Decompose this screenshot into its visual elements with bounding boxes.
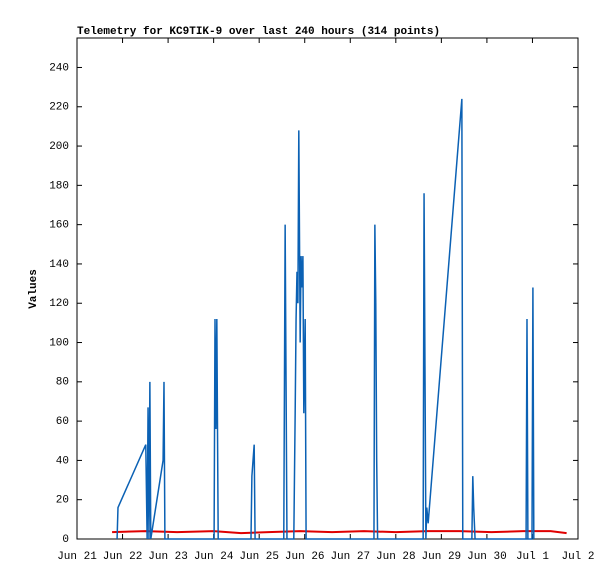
y-axis-label: Values <box>28 269 40 309</box>
x-tick-label: Jun 24 <box>194 551 234 563</box>
y-tick-label: 20 <box>56 495 69 507</box>
y-tick-label: 0 <box>62 534 69 546</box>
data-line <box>112 530 567 535</box>
y-tick-label: 160 <box>49 220 69 232</box>
x-tick-label: Jun 23 <box>148 551 188 563</box>
y-tick-label: 120 <box>49 298 69 310</box>
y-tick-label: 40 <box>56 455 69 467</box>
x-tick-label: Jul 2 <box>561 551 594 563</box>
x-tick-label: Jul 1 <box>516 551 549 563</box>
y-tick-label: 180 <box>49 180 69 192</box>
y-tick-label: 140 <box>49 259 69 271</box>
y-tick-label: 80 <box>56 377 69 389</box>
chart-title: Telemetry for KC9TIK-9 over last 240 hou… <box>77 26 440 38</box>
y-tick-label: 240 <box>49 62 69 74</box>
y-tick-label: 60 <box>56 416 69 428</box>
y-tick-label: 200 <box>49 141 69 153</box>
y-tick-label: 220 <box>49 102 69 114</box>
x-tick-label: Jun 28 <box>376 551 416 563</box>
data-line <box>116 98 535 540</box>
x-tick-label: Jun 22 <box>103 551 143 563</box>
x-tick-label: Jun 27 <box>330 551 370 563</box>
x-tick-label: Jun 26 <box>285 551 325 563</box>
x-tick-label: Jun 21 <box>57 551 97 563</box>
x-tick-label: Jun 29 <box>422 551 462 563</box>
x-tick-label: Jun 30 <box>467 551 507 563</box>
y-tick-label: 100 <box>49 337 69 349</box>
x-tick-label: Jun 25 <box>239 551 279 563</box>
